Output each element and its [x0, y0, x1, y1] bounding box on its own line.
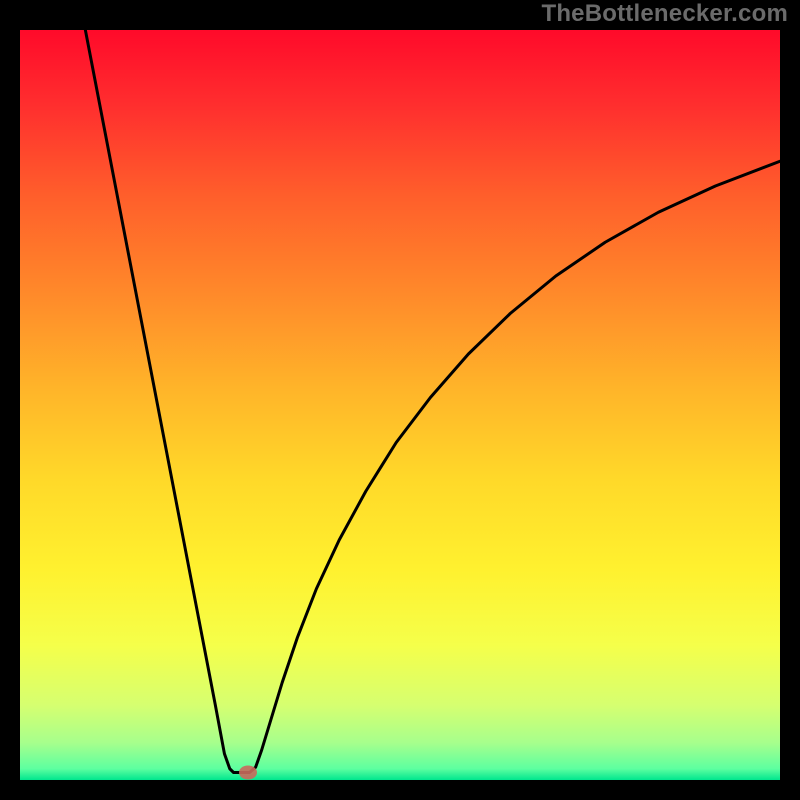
- bottleneck-chart: [0, 0, 800, 800]
- plot-gradient-background: [20, 30, 780, 780]
- optimal-point-marker: [239, 766, 257, 780]
- watermark-text: TheBottlenecker.com: [541, 0, 788, 28]
- chart-container: TheBottlenecker.com: [0, 0, 800, 800]
